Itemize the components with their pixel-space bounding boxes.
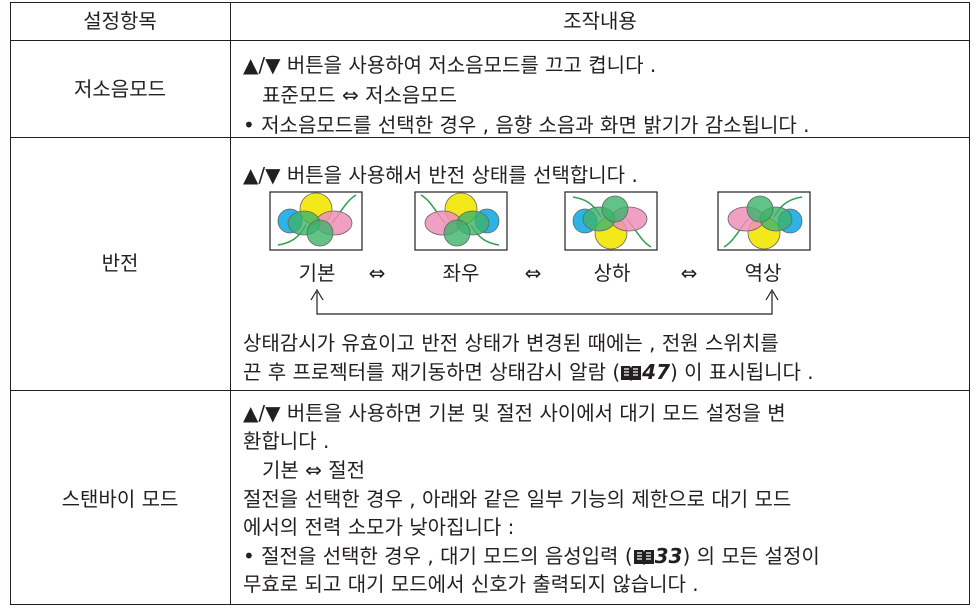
header-cell: 설정항목 xyxy=(83,9,157,33)
border xyxy=(969,2,970,605)
line: 상태감시가 유효이고 반전 상태가 변경된 때에는 , 전원 스위치를 xyxy=(243,331,779,355)
border xyxy=(10,390,970,391)
border xyxy=(10,137,970,138)
text: • 절전을 선택한 경우 , 대기 모드의 음성입력 ( xyxy=(243,544,633,568)
page-ref: 47 xyxy=(642,360,670,384)
arrow: ⇔ xyxy=(680,261,698,285)
line: 절전을 선택한 경우 , 아래와 같은 일부 기능의 제한으로 대기 모드 xyxy=(243,487,792,511)
line: ▲/▼ 버튼을 사용해서 반전 상태를 선택합니다 . xyxy=(243,163,638,187)
mode: 역상 xyxy=(744,261,782,285)
line: 에서의 전력 소모가 낮아집니다 : xyxy=(243,515,515,539)
line: ▲/▼ 버튼을 사용하여 저소음모드를 끄고 켭니다 . xyxy=(243,53,657,77)
arrow: ⇔ xyxy=(524,261,542,285)
line: 표준모드 ⇔ 저소음모드 xyxy=(262,83,458,107)
border xyxy=(10,2,11,605)
border xyxy=(10,40,970,41)
line: ▲/▼ 버튼을 사용하면 기본 및 절전 사이에서 대기 모드 설정을 변 xyxy=(243,401,786,425)
text: ) 의 모든 설정이 xyxy=(682,544,820,568)
line: • 절전을 선택한 경우 , 대기 모드의 음성입력 ( 33) 의 모든 설정이 xyxy=(243,541,820,571)
item: 스탠바이 모드 xyxy=(61,487,179,511)
border xyxy=(10,604,970,605)
mode: 좌우 xyxy=(442,261,480,285)
line: 무효로 되고 대기 모드에서 신호가 출력되지 않습니다 . xyxy=(243,572,699,596)
line: 환합니다 . xyxy=(243,429,330,453)
text: ) 이 표시됩니다 . xyxy=(670,360,814,384)
book-icon xyxy=(633,550,654,565)
text: 끈 후 프로젝터를 재기동하면 상태감시 알람 ( xyxy=(243,360,621,384)
mode: 상하 xyxy=(593,261,631,285)
line: • 저소음모드를 선택한 경우 , 음향 소음과 화면 밝기가 감소됩니다 . xyxy=(243,113,810,137)
mode: 기본 xyxy=(298,261,336,285)
arrow: ⇔ xyxy=(368,261,386,285)
page-ref: 33 xyxy=(654,544,683,568)
header-cell: 조작내용 xyxy=(563,9,637,33)
border xyxy=(10,2,970,3)
line: 끈 후 프로젝터를 재기동하면 상태감시 알람 ( 47) 이 표시됩니다 . xyxy=(243,357,814,387)
item: 반전 xyxy=(101,251,139,275)
border xyxy=(230,2,231,605)
book-icon xyxy=(621,366,642,381)
line: 기본 ⇔ 절전 xyxy=(262,458,366,482)
item: 저소음모드 xyxy=(74,77,166,101)
